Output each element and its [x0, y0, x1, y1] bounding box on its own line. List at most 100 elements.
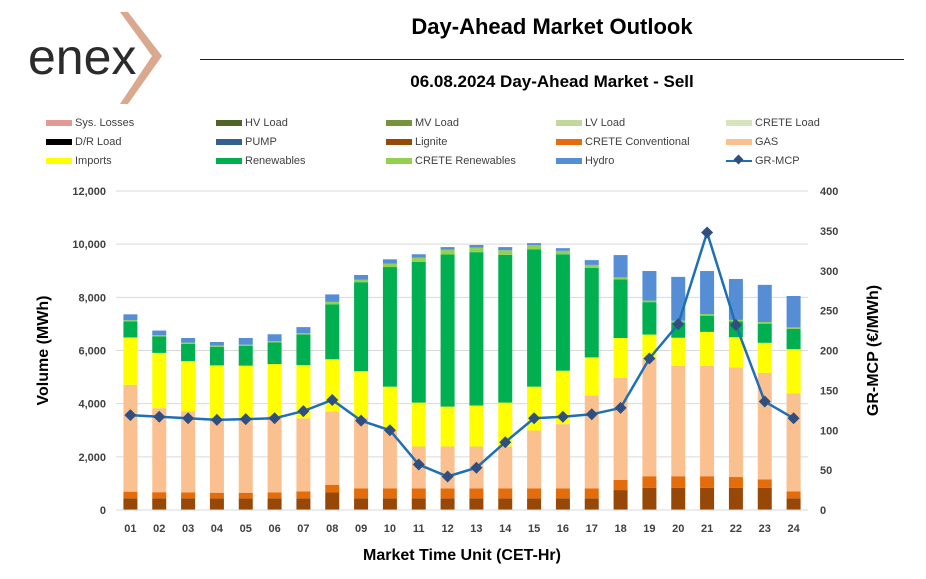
y-axis-title: Volume (MWh)	[35, 296, 52, 406]
bar-segment-lignite	[555, 498, 570, 510]
x-tick-label: 08	[326, 523, 338, 535]
legend-swatch-icon	[726, 139, 752, 145]
bar-segment-renewables	[613, 279, 628, 339]
x-tick-label: 18	[614, 523, 626, 535]
bar-segment-renewables	[152, 336, 167, 353]
bar-segment-lignite	[354, 498, 369, 510]
gr-mcp-point	[383, 424, 396, 437]
x-tick-label: 19	[643, 523, 655, 535]
y-tick-label: 6,000	[78, 346, 106, 358]
bar-segment-crete-renewables	[181, 342, 196, 344]
bar-segment-renewables	[469, 252, 484, 406]
bar-segment-imports	[786, 349, 801, 394]
legend-item-renewables: Renewables	[216, 155, 306, 167]
bar-segment-lignite	[382, 498, 397, 510]
bar-segment-gas	[181, 411, 196, 493]
bar-segment-lignite	[181, 498, 196, 510]
x-tick-label: 17	[586, 523, 598, 535]
legend-item-mv-load: MV Load	[386, 117, 459, 129]
bar-segment-imports	[469, 405, 484, 447]
bar-segment-crete-conventional	[325, 484, 340, 493]
x-tick-label: 20	[672, 523, 684, 535]
legend-item-hv-load: HV Load	[216, 117, 288, 129]
legend-label: MV Load	[415, 117, 460, 129]
y2-axis-title: GR-MCP (€/MWh)	[865, 285, 882, 416]
bar-segment-lignite	[613, 490, 628, 510]
bar-segment-imports	[382, 386, 397, 431]
gr-mcp-point	[470, 461, 483, 474]
gr-mcp-point	[355, 414, 368, 427]
bar-segment-crete-renewables	[613, 277, 628, 280]
bar-segment-crete-conventional	[584, 488, 599, 499]
legend-swatch-icon	[46, 139, 72, 145]
bar-segment-lignite	[642, 487, 657, 510]
gr-mcp-point	[239, 413, 252, 426]
x-tick-label: 04	[211, 523, 224, 535]
x-tick-label: 02	[153, 523, 165, 535]
bar-segment-lignite	[728, 487, 743, 510]
gr-mcp-point	[268, 412, 281, 425]
bar-segment-crete-renewables	[555, 250, 570, 255]
bar-segment-hydro	[786, 296, 801, 328]
legend-label: D/R Load	[75, 136, 122, 148]
bar-segment-lignite	[527, 498, 542, 510]
gr-mcp-point	[556, 410, 569, 423]
gr-mcp-point	[124, 409, 137, 422]
bar-segment-lignite	[440, 498, 455, 510]
legend-label: Renewables	[245, 155, 306, 167]
bar-segment-hydro	[642, 271, 657, 301]
x-tick-label: 14	[499, 523, 512, 535]
legend-label: Hydro	[585, 155, 615, 167]
x-tick-label: 22	[730, 523, 742, 535]
bar-segment-renewables	[786, 328, 801, 350]
bar-segment-imports	[411, 402, 426, 447]
gr-mcp-point	[182, 412, 195, 425]
bar-segment-gas	[296, 418, 311, 492]
bar-segment-imports	[642, 334, 657, 358]
bar-segment-hydro	[757, 284, 772, 323]
gr-mcp-point	[758, 395, 771, 408]
legend-label: CRETE Renewables	[415, 155, 516, 167]
title-divider	[200, 59, 904, 60]
bar-segment-crete-renewables	[123, 320, 138, 322]
bar-segment-crete-conventional	[642, 476, 657, 488]
bar-segment-crete-renewables	[238, 344, 253, 346]
bar-segment-crete-renewables	[642, 300, 657, 303]
bar-segment-renewables	[527, 249, 542, 387]
gr-mcp-point	[326, 393, 339, 406]
x-tick-label: 23	[759, 523, 771, 535]
bar-segment-lignite	[267, 498, 282, 510]
bar-segment-crete-conventional	[181, 492, 196, 499]
bar-segment-imports	[123, 337, 138, 385]
x-axis-title: Market Time Unit (CET-Hr)	[363, 547, 561, 564]
bar-segment-crete-conventional	[440, 488, 455, 499]
bar-segment-crete-renewables	[440, 249, 455, 255]
bar-segment-imports	[296, 365, 311, 419]
bar-segment-hydro	[382, 259, 397, 264]
y2-tick-label: 250	[820, 306, 838, 318]
legend-item-crete-load: CRETE Load	[726, 117, 820, 129]
gr-mcp-point	[672, 318, 685, 331]
bar-segment-hydro	[354, 275, 369, 280]
bar-segment-hydro	[325, 294, 340, 302]
bar-segment-crete-renewables	[354, 279, 369, 283]
bar-segment-hydro	[296, 327, 311, 334]
bar-segment-gas	[671, 365, 686, 477]
gr-mcp-point	[210, 413, 223, 426]
bar-segment-gas	[613, 377, 628, 480]
legend-label: CRETE Load	[755, 117, 820, 129]
bar-segment-crete-conventional	[757, 479, 772, 488]
bar-segment-gas	[786, 393, 801, 492]
bar-segment-renewables	[757, 323, 772, 343]
legend-label: Imports	[75, 155, 112, 167]
bar-segment-hydro	[584, 260, 599, 265]
x-tick-label: 05	[240, 523, 252, 535]
bar-segment-lignite	[152, 498, 167, 510]
chart-subtitle: 06.08.2024 Day-Ahead Market - Sell	[410, 72, 694, 91]
bar-segment-hydro	[238, 338, 253, 345]
bar-segment-hydro	[613, 255, 628, 278]
enex-logo: enex	[22, 8, 192, 110]
x-tick-label: 09	[355, 523, 367, 535]
bar-segment-imports	[584, 357, 599, 396]
